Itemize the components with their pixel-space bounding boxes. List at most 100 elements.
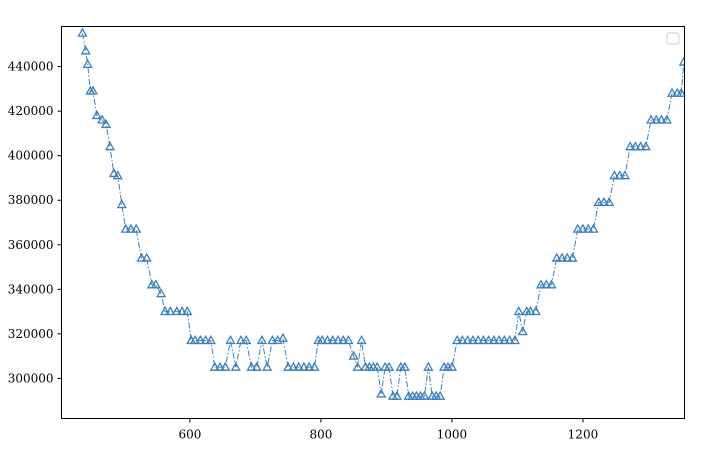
plot-frame (61, 26, 685, 419)
data-point (225, 335, 236, 345)
x-tick-label: 1000 (437, 428, 468, 442)
data-point (136, 252, 147, 262)
data-point (452, 335, 463, 345)
data-point (108, 167, 120, 178)
data-point (317, 335, 328, 345)
data-point (457, 335, 468, 345)
series-group (77, 27, 685, 400)
data-point (562, 252, 573, 262)
data-point (504, 335, 515, 345)
data-point (104, 141, 116, 151)
data-point (630, 141, 641, 151)
data-point (343, 335, 354, 345)
data-point (141, 252, 152, 262)
legend[interactable] (666, 32, 680, 45)
data-point (155, 288, 167, 298)
data-point (530, 306, 541, 316)
data-point (625, 141, 636, 151)
data-point (556, 252, 568, 262)
data-point (494, 335, 505, 345)
data-point (97, 114, 108, 124)
data-point (513, 306, 524, 316)
data-point (376, 388, 387, 398)
y-tick-label: 340000 (8, 282, 54, 296)
x-axis: 600 800 1000 1200 (178, 418, 599, 442)
data-point (87, 85, 99, 95)
data-point (598, 196, 610, 207)
data-point (288, 361, 299, 371)
data-point (200, 335, 211, 345)
x-tick-label: 800 (309, 428, 332, 442)
data-point (277, 332, 289, 342)
data-point (241, 335, 252, 345)
data-point (462, 335, 473, 345)
data-point (593, 196, 604, 207)
data-point (609, 170, 620, 180)
y-tick-label: 360000 (8, 238, 54, 252)
data-point (666, 87, 678, 97)
data-point (182, 306, 193, 316)
data-point (338, 335, 349, 345)
data-point (195, 335, 206, 345)
data-point (190, 335, 201, 345)
data-point (298, 361, 309, 371)
data-point (435, 390, 446, 400)
data-point (100, 118, 112, 129)
data-point (399, 361, 410, 371)
data-point (583, 223, 594, 233)
y-tick-label: 440000 (8, 60, 54, 74)
data-point (661, 114, 672, 124)
data-point (82, 58, 93, 68)
data-point (352, 361, 363, 371)
data-point (348, 350, 359, 360)
data-point (322, 335, 333, 345)
data-point (327, 335, 338, 345)
data-point (251, 361, 262, 371)
data-point (332, 335, 344, 345)
data-point (645, 114, 657, 124)
data-point (356, 335, 367, 345)
data-point (604, 196, 615, 207)
series-layer (77, 27, 685, 400)
data-point (651, 114, 662, 124)
data-point (676, 87, 685, 97)
data-point (209, 361, 220, 371)
data-point (541, 279, 552, 289)
data-point (567, 252, 578, 262)
data-point (678, 56, 685, 66)
data-point (419, 390, 430, 400)
data-point (509, 335, 520, 345)
data-point (235, 335, 247, 345)
data-point (588, 223, 599, 233)
data-point (165, 306, 176, 316)
series-line (81, 33, 685, 397)
data-point (577, 223, 589, 233)
data-point (483, 335, 494, 345)
data-point (551, 252, 562, 262)
data-point (77, 27, 88, 37)
data-point (176, 306, 188, 316)
data-point (205, 335, 216, 345)
data-point (546, 279, 557, 289)
data-point (125, 223, 137, 233)
data-point (525, 306, 536, 316)
data-point (635, 141, 646, 151)
data-point (488, 335, 499, 345)
data-point (116, 199, 127, 209)
y-tick-label: 300000 (8, 371, 54, 385)
data-point (220, 361, 231, 371)
data-point (517, 326, 528, 336)
data-point (572, 223, 583, 233)
data-point (446, 361, 458, 371)
y-tick-label: 320000 (8, 327, 54, 341)
data-point (283, 361, 294, 371)
data-point (159, 306, 171, 316)
data-point (619, 170, 630, 180)
x-tick-label: 1200 (568, 428, 599, 442)
y-tick-label: 420000 (8, 104, 54, 118)
data-point (256, 335, 268, 345)
data-point (656, 114, 667, 124)
data-point (171, 306, 182, 316)
